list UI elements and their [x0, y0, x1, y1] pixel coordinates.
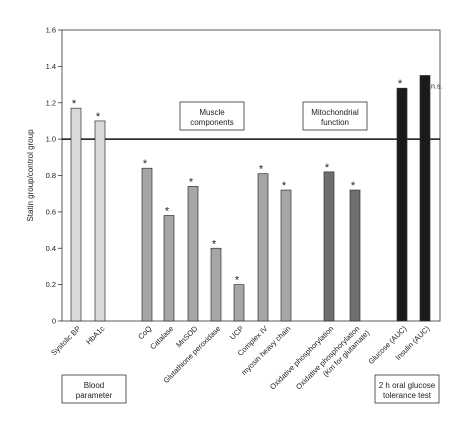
category-label: Systolic BP	[49, 324, 82, 357]
muscle-components-box	[179, 101, 245, 131]
category-label: UCP	[228, 324, 246, 342]
significance-mark: *	[189, 176, 194, 188]
significance-mark: *	[72, 98, 77, 110]
bar	[141, 167, 153, 322]
significance-mark: *	[235, 275, 240, 287]
category-label: Catalase	[148, 324, 175, 351]
y-tick-label: 0	[52, 317, 56, 326]
blood-parameter-text: parameter	[76, 391, 113, 400]
bar	[419, 75, 431, 322]
muscle-components-text: Muscle	[199, 108, 225, 117]
blood-parameter-text: Blood	[84, 381, 104, 390]
bar	[163, 215, 175, 322]
y-tick-label: 1.4	[46, 62, 56, 71]
significance-mark: *	[351, 180, 356, 192]
bar	[257, 173, 269, 322]
mitochondrial-function-box	[302, 101, 368, 131]
y-tick-label: 1.2	[46, 98, 56, 107]
bar	[280, 189, 292, 322]
significance-mark: *	[282, 180, 287, 192]
bar	[187, 186, 199, 322]
bars-group	[70, 75, 431, 322]
bar	[349, 189, 361, 322]
significance-mark: *	[165, 206, 170, 218]
mitochondrial-function-text: Mitochondrial	[311, 108, 359, 117]
y-tick-label: 1.6	[46, 26, 56, 35]
significance-mark: *	[398, 78, 403, 90]
glucose-tolerance-text: tolerance test	[383, 391, 432, 400]
y-axis-label: Statin group/control group	[26, 129, 35, 222]
y-tick-label: 1.0	[46, 135, 56, 144]
bar	[323, 171, 335, 322]
y-tick-label: 0.2	[46, 280, 56, 289]
significance-mark: *	[212, 238, 217, 250]
y-tick-label: 0.6	[46, 207, 56, 216]
chart-frame: 0 0.2 0.4 0.6 0.8 1.0 1.2 1.4 1.6	[46, 26, 441, 326]
glucose-tolerance-text: 2 h oral glucose	[379, 381, 436, 390]
bar	[94, 120, 106, 322]
category-label: CoQ	[136, 324, 153, 341]
y-tick-label: 0.4	[46, 244, 56, 253]
category-label: Glucose (AUC)	[366, 324, 408, 366]
category-label: HbA1c	[84, 324, 106, 346]
muscle-components-text: components	[190, 118, 234, 127]
significance-mark: n.s.	[431, 83, 442, 90]
mitochondrial-function-text: function	[321, 118, 349, 127]
labels-group: *Systolic BP*HbA1c*CoQ*Catalase*MnSOD*Gl…	[49, 78, 442, 404]
glucose-tolerance-box	[374, 374, 440, 404]
bar	[210, 247, 222, 322]
significance-mark: *	[325, 162, 330, 174]
significance-mark: *	[143, 158, 148, 170]
significance-mark: *	[96, 111, 101, 123]
plot-frame	[61, 29, 441, 322]
y-tick-label: 0.8	[46, 171, 56, 180]
bar	[70, 107, 82, 322]
significance-mark: *	[259, 164, 264, 176]
bar	[233, 284, 245, 322]
bar	[396, 87, 408, 322]
blood-parameter-box	[61, 374, 127, 404]
